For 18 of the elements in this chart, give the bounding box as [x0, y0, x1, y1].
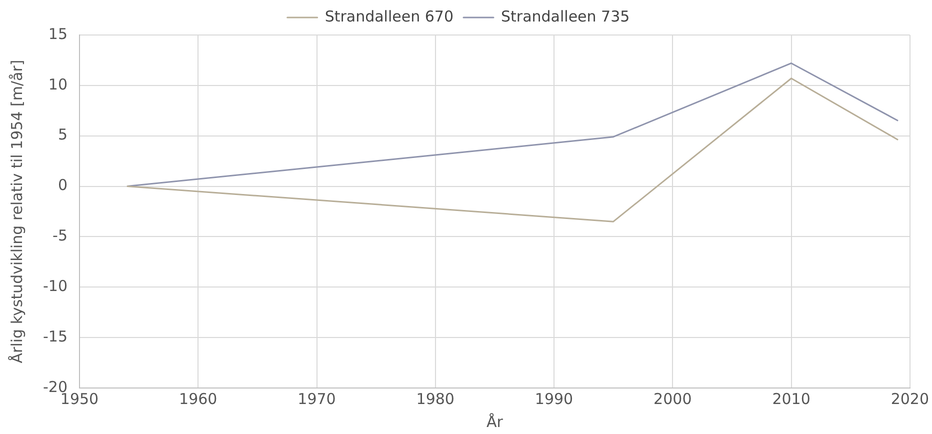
y-tick-label: 15: [48, 24, 68, 43]
x-tick-label: 2010: [772, 390, 810, 408]
x-tick-label: 1960: [179, 390, 218, 408]
y-tick-label: -10: [43, 277, 68, 296]
y-tick-label: 10: [48, 75, 68, 94]
y-tick-label: 5: [58, 126, 68, 144]
legend-label: Strandalleen 670: [324, 7, 454, 26]
y-tick-label: 0: [58, 176, 68, 194]
y-tick-label: -5: [52, 226, 68, 245]
x-tick-label: 1980: [416, 390, 454, 408]
x-tick-label: 2020: [890, 390, 930, 408]
y-axis-title: Årlig kystudvikling relativ til 1954 [m/år]: [8, 60, 26, 364]
legend-label: Strandalleen 735: [501, 7, 630, 26]
y-tick-label: -15: [43, 327, 68, 346]
x-tick-label: 2000: [654, 390, 692, 408]
x-tick-label: 1970: [298, 390, 336, 408]
x-axis-title: År: [486, 412, 504, 431]
x-tick-label: 1990: [534, 390, 574, 408]
